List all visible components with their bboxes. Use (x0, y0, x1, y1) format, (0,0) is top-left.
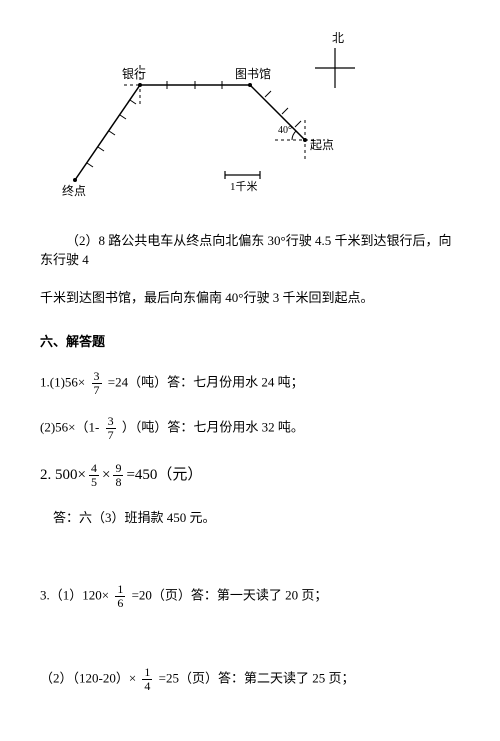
route-path (73, 81, 307, 182)
fraction-1-4: 1 4 (142, 666, 152, 693)
fraction-9-8: 9 8 (113, 462, 123, 489)
q2-equation: 2. 500× 4 5 × 9 8 =450（元） (40, 462, 460, 489)
q3-part1: 3.（1）120× 1 6 =20（页）答：第一天读了 20 页； (40, 583, 460, 610)
start-label: 起点 (310, 138, 334, 152)
q1-1-pre: 1.(1)56× (40, 374, 85, 389)
q2-500: 500× (55, 467, 86, 483)
library-label: 图书馆 (235, 66, 271, 81)
q1-part2: (2)56×（1- 3 7 ）（吨）答：七月份用水 32 吨。 (40, 415, 460, 442)
q1-2-post: ）（吨）答：七月份用水 32 吨。 (122, 420, 304, 435)
paragraph-2a: （2）8 路公共电车从终点向北偏东 30°行驶 4.5 千米到达银行后，向东行驶… (40, 231, 460, 270)
q2-num: 2. (40, 467, 51, 483)
q1-1-post: =24（吨）答：七月份用水 24 吨； (108, 374, 304, 389)
q3-part2: （2）（120-20）× 1 4 =25（页）答：第二天读了 25 页； (40, 666, 460, 693)
diagram-svg: 北 40° 银行 图书馆 起点 (60, 30, 370, 205)
angle-arc (292, 131, 296, 140)
fraction-3-7: 3 7 (92, 370, 102, 397)
q2-answer: 答：六（3）班捐款 450 元。 (53, 508, 460, 528)
q3-2-post: =25（页）答：第二天读了 25 页； (159, 670, 355, 685)
route-diagram: 北 40° 银行 图书馆 起点 (60, 30, 460, 211)
end-label: 终点 (62, 183, 86, 198)
q3-2-pre: （2）（120-20）× (40, 670, 136, 685)
q1-2-pre: (2)56×（1- (40, 420, 99, 435)
dashed-refs (124, 65, 325, 160)
section-title-6: 六、解答题 (40, 332, 460, 352)
fraction-1-6: 1 6 (115, 583, 125, 610)
compass: 北 (315, 31, 355, 88)
fraction-4-5: 4 5 (89, 462, 99, 489)
q3-1-post: =20（页）答：第一天读了 20 页； (132, 587, 328, 602)
q3-1-pre: 3.（1）120× (40, 587, 109, 602)
q2-result: =450（元） (126, 467, 202, 483)
fraction-3-7-b: 3 7 (106, 415, 116, 442)
q2-times: × (102, 467, 110, 483)
q1-part1: 1.(1)56× 3 7 =24（吨）答：七月份用水 24 吨； (40, 370, 460, 397)
scale-label: 1千米 (230, 180, 258, 193)
bank-label: 银行 (122, 67, 146, 81)
scale-bar: 1千米 (225, 171, 260, 193)
paragraph-2b: 千米到达图书馆，最后向东偏南 40°行驶 3 千米回到起点。 (40, 288, 460, 308)
north-label: 北 (332, 31, 344, 45)
angle-label: 40° (278, 125, 292, 136)
